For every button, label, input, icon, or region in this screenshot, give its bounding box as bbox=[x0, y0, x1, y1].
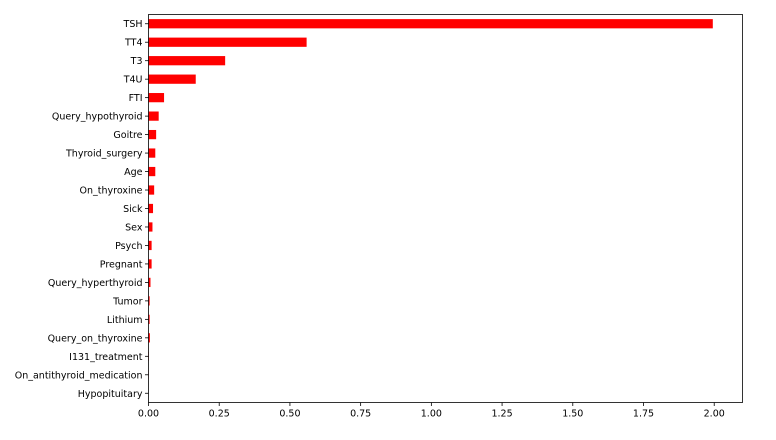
bar bbox=[148, 240, 152, 251]
y-tick-label: Lithium bbox=[107, 315, 143, 326]
y-tick-label: Hypopituitary bbox=[78, 389, 143, 400]
y-tick-label: Thyroid_surgery bbox=[65, 149, 143, 160]
x-tick-label: 2.00 bbox=[704, 409, 725, 420]
bar bbox=[148, 56, 226, 66]
y-tick-label: Sick bbox=[123, 204, 143, 215]
bar bbox=[148, 111, 159, 121]
bar bbox=[148, 203, 154, 214]
bar bbox=[148, 166, 156, 177]
x-tick-label: 0.50 bbox=[279, 409, 300, 420]
bar bbox=[148, 333, 150, 343]
y-tick-label: Query_hyperthyroid bbox=[48, 278, 143, 289]
y-tick-label: Tumor bbox=[112, 296, 142, 307]
y-tick-label: Query_on_thyroxine bbox=[48, 333, 143, 344]
y-tick-label: Pregnant bbox=[100, 259, 143, 270]
bar bbox=[148, 277, 151, 288]
x-tick-label: 0.25 bbox=[209, 409, 230, 420]
y-tick-label: TSH bbox=[123, 19, 143, 30]
bar bbox=[148, 19, 713, 29]
y-tick-label: T4U bbox=[123, 75, 143, 86]
y-tick-label: On_antithyroid_medication bbox=[15, 370, 143, 381]
bar bbox=[148, 314, 150, 324]
bar bbox=[148, 37, 307, 47]
bar bbox=[148, 185, 155, 195]
y-tick-label: TT4 bbox=[124, 38, 142, 49]
x-tick-label: 0.75 bbox=[350, 409, 371, 420]
bar bbox=[148, 148, 156, 158]
y-tick-label: Query_hypothyroid bbox=[52, 112, 143, 123]
bar bbox=[148, 93, 165, 103]
y-tick-label: On_thyroxine bbox=[80, 186, 143, 197]
x-tick-label: 1.00 bbox=[421, 409, 442, 420]
y-tick-label: I131_treatment bbox=[69, 352, 143, 363]
y-tick-label: Sex bbox=[125, 222, 143, 233]
bar bbox=[148, 259, 152, 269]
x-tick-label: 1.25 bbox=[491, 409, 512, 420]
y-tick-label: T3 bbox=[130, 56, 143, 67]
x-tick-label: 1.50 bbox=[562, 409, 583, 420]
y-tick-label: Psych bbox=[115, 241, 142, 252]
x-tick-label: 1.75 bbox=[633, 409, 654, 420]
y-tick-label: Age bbox=[124, 167, 143, 178]
bar bbox=[148, 222, 153, 232]
y-tick-label: Goitre bbox=[113, 130, 142, 141]
y-tick-label: FTI bbox=[129, 93, 143, 104]
x-tick-label: 0.00 bbox=[138, 409, 159, 420]
bar bbox=[148, 129, 157, 140]
bar bbox=[148, 74, 196, 84]
bar bbox=[148, 296, 150, 306]
plot-frame bbox=[148, 14, 743, 403]
